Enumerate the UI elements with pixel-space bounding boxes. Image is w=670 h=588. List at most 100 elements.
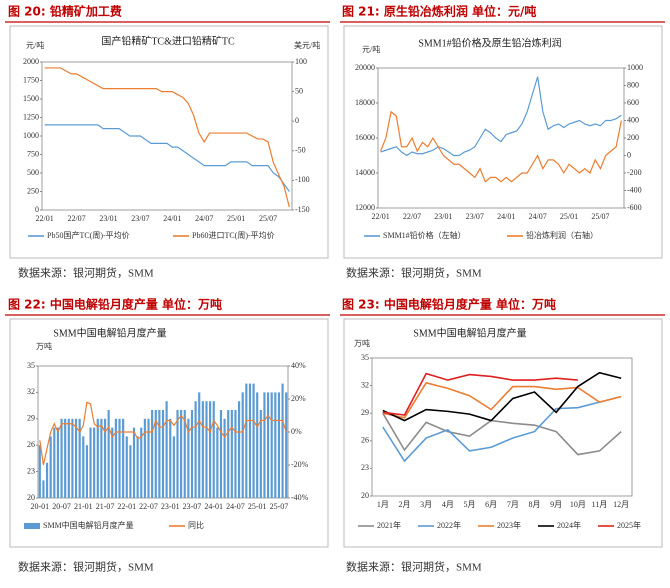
series-line <box>380 110 622 183</box>
y2-tick-label: -100 <box>295 175 310 184</box>
x-tick-label: 6月 <box>485 500 497 509</box>
chart-title: 国产铅精矿TC&进口铅精矿TC <box>101 34 235 47</box>
y-tick-label: 250 <box>27 186 39 195</box>
x-tick-label: 25-01 <box>248 502 267 511</box>
bar <box>96 418 99 498</box>
x-tick-label: 23/01 <box>434 212 452 221</box>
y-tick-label: 35 <box>361 353 369 362</box>
x-tick-label: 23-01 <box>161 502 180 511</box>
bar <box>151 410 154 498</box>
bar <box>74 418 78 498</box>
bar <box>154 410 157 498</box>
frame <box>9 318 329 548</box>
x-tick-label: 24-07 <box>226 502 245 511</box>
source: 数据来源：银河期货，SMM <box>18 560 154 574</box>
legend-label: Pb50国产TC(周)-平均价 <box>47 230 130 240</box>
y2-tick-label: 0 <box>295 116 299 125</box>
x-tick-label: 25/01 <box>227 214 245 223</box>
bar <box>143 418 146 498</box>
y2-tick-label: -600 <box>627 203 642 212</box>
series-line <box>44 124 290 192</box>
x-tick-label: 4月 <box>442 500 454 509</box>
bar <box>111 427 114 498</box>
bar <box>85 445 88 498</box>
y2-tick-label: 1000 <box>627 63 643 72</box>
series-line <box>39 401 287 466</box>
y-tick-label: 18000 <box>355 98 375 107</box>
series-line <box>382 412 622 456</box>
bar <box>122 418 125 498</box>
x-tick-label: 24-01 <box>204 502 223 511</box>
y-tick-label: 23 <box>27 466 35 475</box>
series-line <box>382 372 578 416</box>
x-tick-label: 10月 <box>570 500 586 509</box>
x-tick-label: 25-07 <box>270 502 289 511</box>
bar <box>216 427 219 498</box>
bar <box>252 383 255 498</box>
bar <box>82 436 85 498</box>
series-line <box>382 395 622 463</box>
x-tick-label: 5月 <box>464 500 476 509</box>
y-tick-label: 32 <box>27 387 35 396</box>
bar <box>165 401 168 498</box>
x-tick-label: 2月 <box>399 500 411 509</box>
bar <box>93 427 96 498</box>
x-tick-label: 20-01 <box>30 502 49 511</box>
plot-frame <box>377 67 625 209</box>
bar <box>198 392 201 498</box>
heading: 图 22: 中国电解铅月度产量 单位：万吨 <box>8 297 222 312</box>
heading: 图 21: 原生铅冶炼利润 单位：元/吨 <box>342 4 536 19</box>
source: 数据来源：银河期货，SMM <box>346 266 482 280</box>
bar <box>114 418 117 498</box>
x-tick-label: 25/07 <box>591 212 609 221</box>
series-line <box>382 381 622 419</box>
plot-frame <box>41 61 293 211</box>
y-tick-label: 23 <box>361 463 369 472</box>
x-tick-label: 3月 <box>420 500 432 509</box>
x-tick-label: 7月 <box>507 500 519 509</box>
legend-label: 2022年 <box>437 520 461 530</box>
legend-label: 同比 <box>188 520 204 530</box>
bar <box>248 383 252 498</box>
chart-title: SMM1#铅价格及原生铅冶炼利润 <box>418 36 561 49</box>
x-tick-label: 21-07 <box>96 502 115 511</box>
source: 数据来源：银河期货，SMM <box>18 266 154 280</box>
bar <box>53 427 56 498</box>
y-tick-label: 20000 <box>355 63 375 72</box>
chart-title: SMM中国电解铅月度产量 <box>413 326 526 339</box>
x-tick-label: 12月 <box>613 500 629 509</box>
y-tick-label: 26 <box>27 440 35 449</box>
legend-label: 2021年 <box>377 520 401 530</box>
y2-tick-label: 0% <box>291 427 302 436</box>
y2-tick-label: 20% <box>291 394 306 403</box>
y-tick-label: 16000 <box>355 133 375 142</box>
y2-tick-label: 400 <box>627 115 639 124</box>
bar <box>169 418 172 498</box>
bar <box>38 445 41 498</box>
y-tick-label: 1000 <box>23 131 39 140</box>
y-tick-label: 1750 <box>23 75 39 84</box>
y2-tick-label: 200 <box>627 133 639 142</box>
x-tick-label: 24/07 <box>195 214 213 223</box>
y-tick-label: 29 <box>27 414 35 423</box>
bar <box>266 392 270 498</box>
y2-axis-label: 美元/吨 <box>294 40 320 50</box>
bar <box>107 410 110 498</box>
bar <box>219 410 223 498</box>
bar <box>274 392 277 498</box>
y2-tick-label: -400 <box>627 185 642 194</box>
legend-swatch <box>24 523 40 529</box>
legend-label: 铅冶炼利润（右轴） <box>526 230 598 240</box>
bar <box>194 401 197 498</box>
bar <box>245 383 248 498</box>
frame <box>9 25 329 259</box>
legend-label: SMM中国电解铅月度产量 <box>43 520 134 530</box>
x-tick-label: 22/07 <box>67 214 85 223</box>
x-tick-label: 23/07 <box>466 212 484 221</box>
y-tick-label: 500 <box>27 168 39 177</box>
x-tick-label: 11月 <box>592 500 608 509</box>
y-tick-label: 2000 <box>23 57 39 66</box>
frame <box>343 318 663 548</box>
x-tick-label: 20-07 <box>52 502 71 511</box>
bar <box>45 462 49 498</box>
